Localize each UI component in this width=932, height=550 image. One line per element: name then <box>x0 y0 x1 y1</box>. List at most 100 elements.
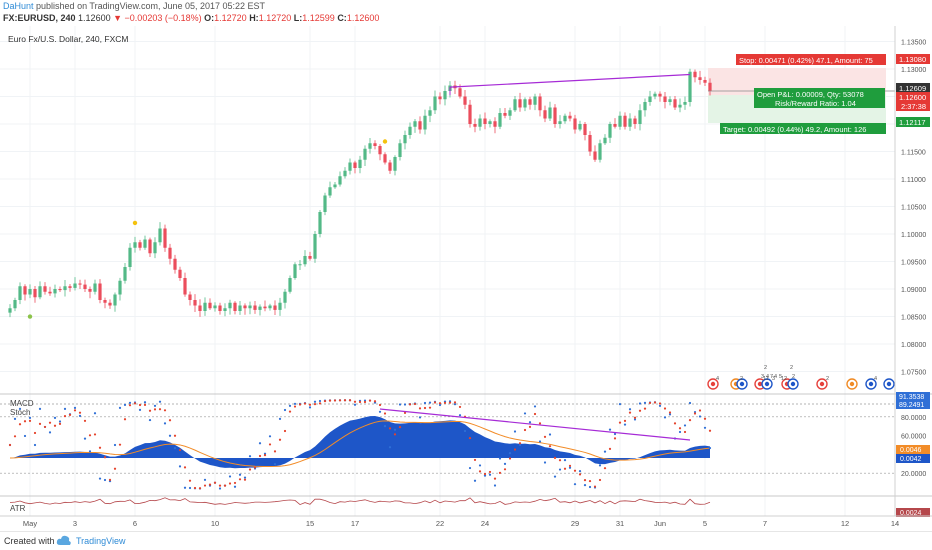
stoch-d-dot <box>123 418 127 421</box>
stoch-k-dot <box>158 400 162 403</box>
stoch-d-dot <box>248 468 252 471</box>
signal-dot <box>132 220 138 226</box>
author-link[interactable]: DaHunt <box>3 1 34 11</box>
candle-body <box>613 124 617 127</box>
candle-body <box>378 146 382 155</box>
stoch-d-dot <box>493 477 497 480</box>
stoch-d-dot <box>698 409 702 412</box>
stoch-d-dot <box>268 443 272 446</box>
candle-body <box>478 118 482 127</box>
candle-body <box>163 228 167 248</box>
stoch-d-dot <box>328 399 332 402</box>
stoch-d-dot <box>23 420 27 423</box>
candle-body <box>258 306 262 310</box>
stoch-k-dot <box>503 462 507 466</box>
candle-body <box>643 102 647 111</box>
time-axis[interactable]: May 3 6 10 15 17 22 24 29 31 Jun 5 7 12 14 <box>23 519 899 528</box>
high-value: 1.12720 <box>258 13 292 23</box>
stoch-k-dot <box>668 413 672 416</box>
price-tick-label: 1.09000 <box>901 287 926 294</box>
stoch-k-dot <box>583 484 587 487</box>
stoch-d-dot <box>58 422 62 426</box>
stoch-d-dot <box>353 400 357 403</box>
stoch-d-dot <box>223 484 227 487</box>
stoch-d-dot <box>293 405 297 408</box>
created-with-text: Created with <box>4 536 55 546</box>
macd-tag <box>896 445 930 454</box>
stoch-d-dot <box>28 419 32 422</box>
candle-body <box>308 256 312 259</box>
stoch-k-dot <box>353 403 357 406</box>
candle-body <box>458 88 462 97</box>
stoch-k-dot <box>678 430 682 434</box>
stoch-k-dot <box>658 404 662 407</box>
stoch-k-dot <box>493 484 497 487</box>
candle-body <box>78 283 82 285</box>
candle-body <box>438 96 442 100</box>
stoch-d-dot <box>228 482 232 485</box>
price-tick-label: 1.13500 <box>901 40 926 47</box>
pnl-label-box[interactable] <box>754 88 885 108</box>
event-flag-icon <box>849 381 855 387</box>
stoch-k-dot <box>183 486 187 489</box>
candle-body <box>328 187 332 196</box>
stoch-k-dot <box>243 476 247 479</box>
stoch-d-dot <box>218 484 222 487</box>
high-axis-label: 1.12609 <box>899 84 926 93</box>
event-flag-icon <box>710 381 716 387</box>
stoch-d-dot <box>103 456 107 459</box>
chart-canvas[interactable]: Euro Fx/U.S. Dollar, 240, FXCM 1.13500 1.… <box>0 26 932 531</box>
time-tick-label: 29 <box>571 519 579 528</box>
stoch-k-dot <box>288 404 292 407</box>
signal-dot <box>27 314 33 319</box>
stoch-d-dot <box>78 411 82 414</box>
indicator-tick-label: 20.0000 <box>901 471 926 478</box>
stop-axis-label: 1.13080 <box>899 55 926 64</box>
stoch-d-dot <box>193 486 197 490</box>
stoch-k-dot <box>458 414 462 417</box>
time-tick-label: 5 <box>703 519 707 528</box>
stoch-k-dot <box>683 424 687 427</box>
macd-divergence-line[interactable] <box>379 408 691 441</box>
stoch-d-dot <box>128 404 132 407</box>
stoch-d-dot <box>148 409 152 412</box>
price-divergence-line[interactable] <box>449 73 691 88</box>
price-tick-label: 1.13000 <box>901 67 926 74</box>
stop-label: Stop: 0.00471 (0.42%) 47.1, Amount: 75 <box>739 56 873 65</box>
stoch-d-dot <box>668 411 672 414</box>
stoch-k-dot <box>638 402 642 405</box>
candle-body <box>548 107 552 119</box>
candle-body <box>108 302 112 306</box>
price-tick-label: 1.10000 <box>901 232 926 239</box>
tradingview-link[interactable]: TradingView <box>76 536 126 546</box>
event-count-label: 4 <box>874 376 877 382</box>
candle-body <box>28 289 32 295</box>
candle-body <box>43 286 47 292</box>
stoch-k-dot <box>568 466 572 469</box>
stoch-d-dot <box>383 412 387 415</box>
candle-body <box>588 135 592 152</box>
candle-body <box>633 118 637 124</box>
stoch-k-dot <box>573 483 577 486</box>
stoch-d-dot <box>578 473 582 476</box>
stoch-d-dot <box>263 454 267 457</box>
price-tick-label: 1.11500 <box>901 150 926 157</box>
candle-body <box>428 110 432 116</box>
stoch-k-label: 91.3538 <box>899 394 924 401</box>
stoch-d-dot <box>373 400 377 403</box>
candle-body <box>183 278 187 295</box>
stoch-k-dot <box>478 464 482 467</box>
time-tick-label: 14 <box>891 519 899 528</box>
stoch-k-dot <box>633 418 637 421</box>
candle-body <box>83 284 87 289</box>
stoch-d-dot <box>488 470 492 474</box>
stoch-k-dot <box>388 446 392 449</box>
stoch-d-dot <box>443 401 447 404</box>
event-count-label: 11 <box>763 376 769 382</box>
stoch-d-dot <box>333 399 337 402</box>
candle-body <box>573 118 577 130</box>
stoch-d-dot <box>183 466 187 469</box>
candle-body <box>533 96 537 105</box>
stoch-d-dot <box>573 469 577 472</box>
